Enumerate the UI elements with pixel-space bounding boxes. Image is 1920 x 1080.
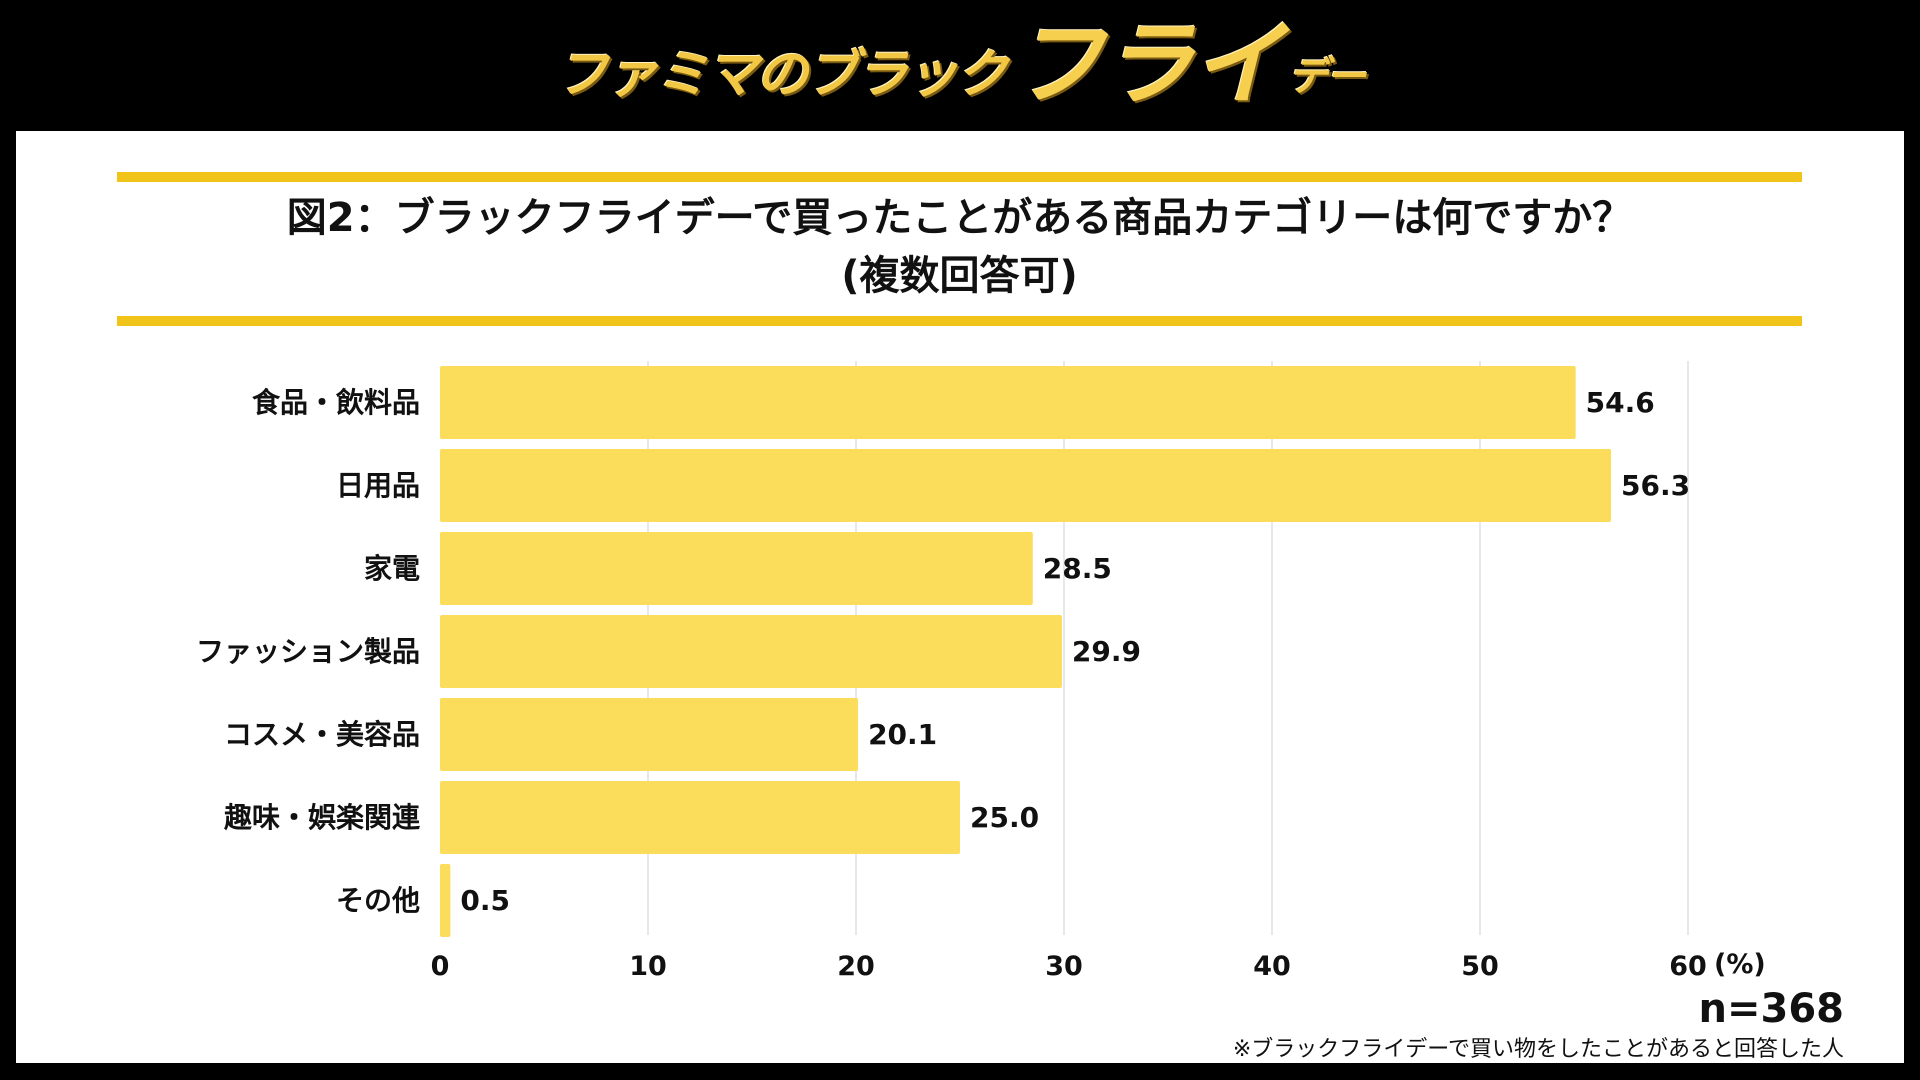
value-label-1: 56.3: [1621, 469, 1690, 502]
footnote: ※ブラックフライデーで買い物をしたことがあると回答した人: [1232, 1037, 1844, 1062]
x-tick-label-50: 50: [1461, 951, 1499, 982]
bar-6: [440, 864, 451, 937]
chart-title-line2: (複数回答可): [841, 253, 1078, 299]
header-banner: ファミマのブラック フライ デー: [0, 0, 1920, 130]
bar-0: [440, 366, 1576, 439]
category-label-4: コスメ・美容品: [224, 718, 420, 751]
x-tick-label-60: 60: [1669, 951, 1707, 982]
x-axis-unit: (%): [1714, 949, 1766, 980]
chart-title-line1: 図2：ブラックフライデーで買ったことがある商品カテゴリーは何ですか？: [286, 195, 1633, 241]
category-label-1: 日用品: [336, 469, 420, 502]
x-tick-label-10: 10: [629, 951, 667, 982]
famima-black-friday-logo: ファミマのブラック フライ デー: [555, 11, 1366, 118]
bar-5: [440, 781, 960, 854]
category-label-3: ファッション製品: [196, 635, 420, 668]
logo-text-part3: デー: [1288, 54, 1366, 100]
bar-2: [440, 532, 1033, 605]
x-tick-label-30: 30: [1045, 951, 1083, 982]
title-rule-bottom: [117, 316, 1802, 326]
category-label-0: 食品・飲料品: [252, 386, 420, 419]
value-label-3: 29.9: [1072, 635, 1141, 668]
value-label-5: 25.0: [970, 801, 1039, 834]
x-tick-label-0: 0: [431, 951, 450, 982]
logo-text-part2: フライ: [1012, 11, 1284, 118]
chart-panel: 図2：ブラックフライデーで買ったことがある商品カテゴリーは何ですか？ (複数回答…: [16, 131, 1904, 1063]
bar-3: [440, 615, 1062, 688]
title-rule-top: [117, 172, 1802, 182]
logo-text-part1: ファミマのブラック: [555, 45, 1008, 105]
value-label-4: 20.1: [868, 718, 937, 751]
bar-chart: 食品・飲料品 54.6 日用品 56.3 家電 28.5 ファッション製品 29.9 コスメ・美…: [196, 361, 1766, 982]
x-tick-label-40: 40: [1253, 951, 1291, 982]
bar-1: [440, 449, 1612, 522]
category-label-5: 趣味・娯楽関連: [224, 801, 421, 834]
value-label-2: 28.5: [1043, 552, 1112, 585]
value-label-0: 54.6: [1586, 386, 1655, 419]
category-label-6: その他: [336, 884, 420, 917]
x-tick-label-20: 20: [837, 951, 875, 982]
category-label-2: 家電: [364, 552, 420, 585]
chart-title: 図2：ブラックフライデーで買ったことがある商品カテゴリーは何ですか？ (複数回答…: [117, 189, 1802, 305]
value-label-6: 0.5: [460, 884, 510, 917]
sample-size-label: n=368: [1698, 986, 1845, 1032]
bar-4: [440, 698, 859, 771]
